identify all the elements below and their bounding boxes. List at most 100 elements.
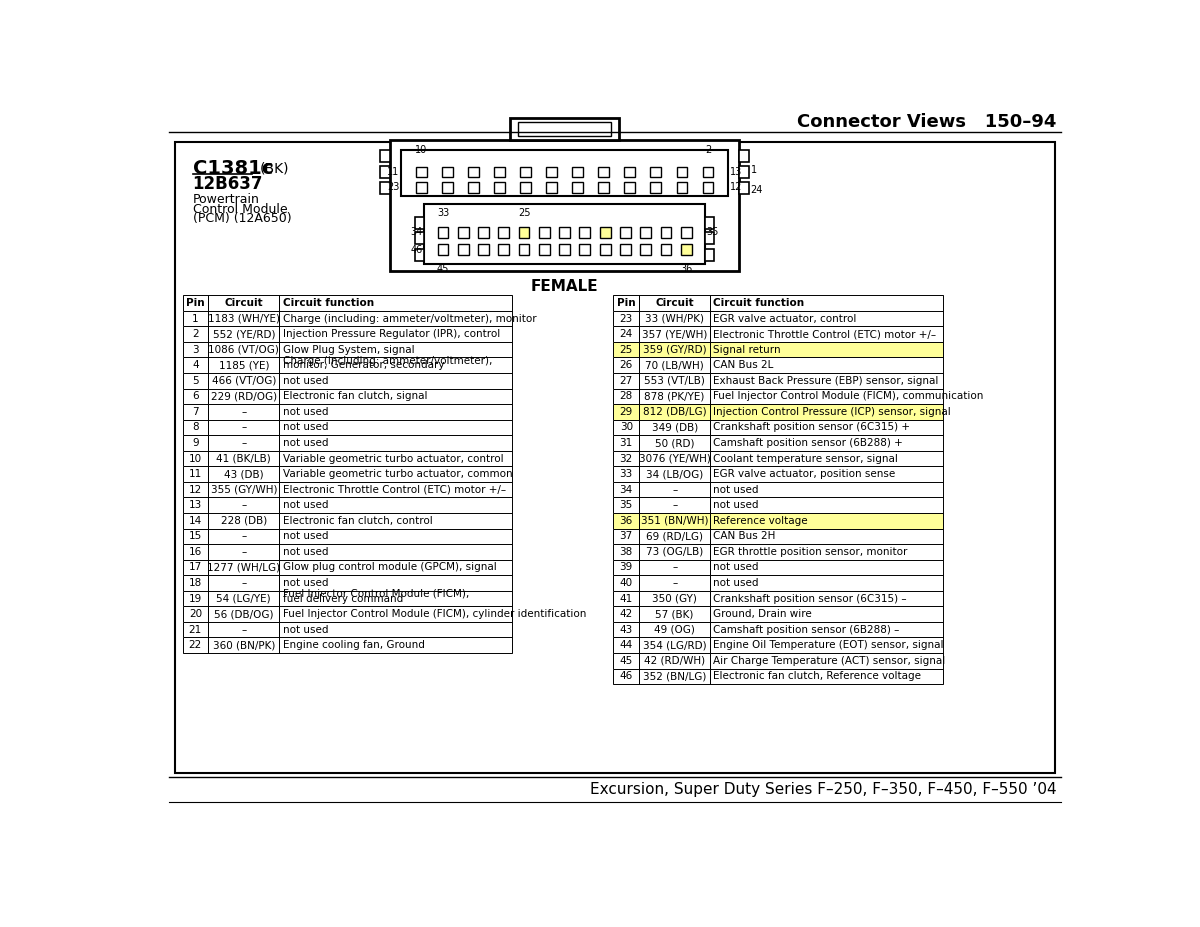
Text: Signal return: Signal return (714, 345, 781, 355)
Text: 21: 21 (188, 625, 202, 635)
Text: 13: 13 (730, 167, 742, 177)
Text: Electronic fan clutch, signal: Electronic fan clutch, signal (282, 391, 427, 401)
Bar (640, 404, 710, 420)
Bar (710, 311, 943, 326)
Bar (182, 638, 512, 653)
Text: 229 (RD/OG): 229 (RD/OG) (211, 391, 277, 401)
Bar (280, 436, 512, 451)
Bar (518, 245, 529, 255)
Text: 19: 19 (188, 593, 202, 603)
Bar (640, 638, 710, 653)
Bar (208, 373, 280, 388)
Bar (182, 358, 208, 373)
Bar (640, 388, 710, 404)
Bar (613, 606, 640, 622)
Text: 17: 17 (188, 563, 202, 573)
Text: 1185 (YE): 1185 (YE) (218, 361, 269, 370)
Bar (613, 498, 943, 513)
Bar (208, 466, 280, 482)
Text: 22: 22 (188, 641, 202, 650)
Bar (613, 544, 640, 560)
Bar (208, 606, 280, 622)
Bar (640, 576, 710, 590)
Text: 8: 8 (192, 423, 199, 433)
Text: 360 (BN/PK): 360 (BN/PK) (212, 641, 275, 650)
Text: not used: not used (282, 547, 328, 557)
Bar (280, 358, 512, 373)
Text: not used: not used (714, 501, 758, 510)
Bar (640, 342, 710, 358)
Bar (624, 182, 635, 193)
Text: Ground, Drain wire: Ground, Drain wire (714, 609, 812, 619)
Text: 45: 45 (619, 655, 632, 666)
Bar (600, 245, 611, 255)
Text: 352 (BN/LG): 352 (BN/LG) (643, 671, 707, 681)
Text: –: – (241, 407, 246, 417)
Text: 349 (DB): 349 (DB) (652, 423, 698, 433)
Bar (613, 420, 640, 436)
Bar (416, 182, 427, 193)
Text: 6: 6 (192, 391, 199, 401)
Text: Pin: Pin (617, 298, 636, 308)
Bar (280, 638, 512, 653)
Text: –: – (241, 578, 246, 588)
Bar (710, 451, 943, 466)
Text: Exhaust Back Pressure (EBP) sensor, signal: Exhaust Back Pressure (EBP) sensor, sign… (714, 375, 938, 386)
Bar (208, 638, 280, 653)
Text: Fuel Injector Control Module (FICM), communication: Fuel Injector Control Module (FICM), com… (714, 391, 984, 401)
Bar (208, 342, 280, 358)
Bar (520, 167, 530, 177)
Bar (660, 227, 672, 237)
Text: 42: 42 (619, 609, 632, 619)
Bar (650, 167, 661, 177)
Bar (182, 513, 512, 528)
Bar (494, 182, 505, 193)
Bar (280, 576, 512, 590)
Bar (613, 482, 640, 498)
Bar (518, 122, 611, 136)
Bar (599, 167, 610, 177)
Bar (640, 311, 710, 326)
Bar (208, 404, 280, 420)
Text: 35: 35 (707, 227, 719, 237)
Bar (182, 622, 208, 638)
Bar (710, 544, 943, 560)
Text: 23: 23 (619, 313, 632, 324)
Text: 1277 (WH/LG): 1277 (WH/LG) (208, 563, 281, 573)
Bar (182, 466, 208, 482)
Bar (613, 451, 640, 466)
Text: 228 (DB): 228 (DB) (221, 515, 266, 526)
Text: EGR valve actuator, position sense: EGR valve actuator, position sense (714, 469, 895, 479)
Bar (208, 498, 280, 513)
Bar (280, 296, 512, 311)
Bar (613, 513, 943, 528)
Bar (613, 436, 640, 451)
Bar (640, 436, 710, 451)
Text: Injection Control Pressure (ICP) sensor, signal: Injection Control Pressure (ICP) sensor,… (714, 407, 952, 417)
Text: 11: 11 (188, 469, 202, 479)
Bar (710, 466, 943, 482)
Text: Fuel Injector Control Module (FICM),: Fuel Injector Control Module (FICM), (282, 590, 469, 600)
Text: Variable geometric turbo actuator, common: Variable geometric turbo actuator, commo… (282, 469, 512, 479)
Bar (613, 404, 640, 420)
Bar (182, 373, 208, 388)
Bar (182, 436, 512, 451)
Bar (438, 227, 449, 237)
Bar (613, 326, 640, 342)
Bar (280, 342, 512, 358)
Bar (710, 513, 943, 528)
Bar (175, 142, 1055, 773)
Bar (442, 182, 452, 193)
Bar (559, 227, 570, 237)
Bar (390, 140, 739, 271)
Text: Pin: Pin (186, 298, 205, 308)
Text: (PCM) (12A650): (PCM) (12A650) (193, 211, 292, 224)
Bar (580, 245, 590, 255)
Text: 34: 34 (410, 227, 422, 237)
Bar (613, 373, 943, 388)
Text: 46: 46 (619, 671, 632, 681)
Bar (613, 622, 943, 638)
Text: Charge (including: ammeter/voltmeter), monitor: Charge (including: ammeter/voltmeter), m… (282, 313, 536, 324)
Text: 2: 2 (704, 146, 712, 155)
Bar (182, 482, 208, 498)
